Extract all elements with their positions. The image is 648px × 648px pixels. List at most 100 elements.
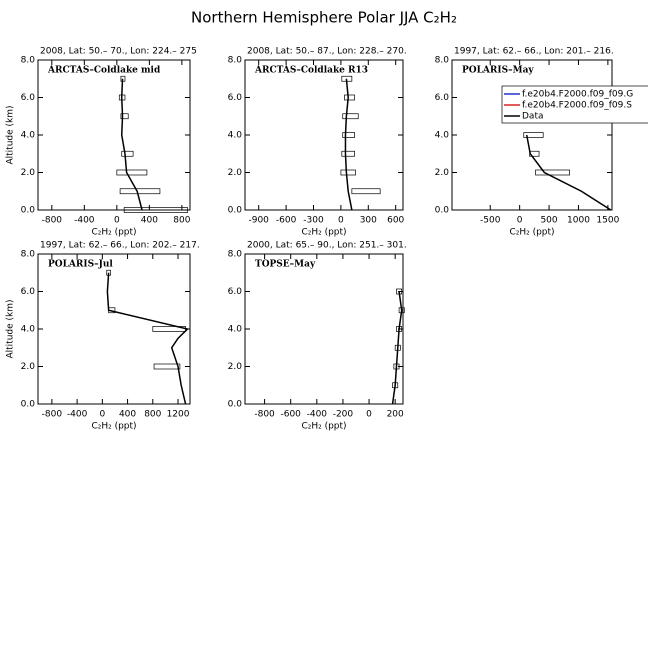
panel-header: 2008, Lat: 50.– 70., Lon: 224.– 275 [40, 47, 197, 57]
x-tick-label: 600 [387, 216, 404, 226]
x-tick-label: -500 [480, 216, 501, 226]
y-tick-label: 4.0 [435, 131, 450, 141]
range-box [116, 169, 148, 176]
data-line [106, 272, 189, 405]
x-tick-label: 800 [144, 410, 161, 420]
y-tick-label: 2.0 [435, 168, 450, 178]
range-box [340, 169, 356, 176]
x-tick-label: 400 [119, 410, 136, 420]
range-box [342, 113, 359, 120]
y-tick-label: 6.0 [228, 287, 243, 297]
figure-title: Northern Hemisphere Polar JJA C₂H₂ [191, 9, 457, 27]
y-tick-label: 6.0 [21, 93, 36, 103]
x-tick-label: -900 [248, 216, 269, 226]
y-tick-label: 4.0 [21, 325, 36, 335]
legend-entry: f.e20b4.F2000.f09_f09.S [522, 101, 632, 111]
x-tick-label: -200 [333, 410, 354, 420]
x-tick-label: 0 [366, 410, 372, 420]
x-tick-label: 1500 [596, 216, 619, 226]
x-axis-label: C₂H₂ (ppt) [301, 228, 346, 238]
x-tick-label: -600 [280, 410, 301, 420]
x-tick-label: -600 [276, 216, 297, 226]
x-tick-label: -400 [74, 216, 95, 226]
x-tick-label: 0 [114, 216, 120, 226]
panel-header: 2008, Lat: 50.– 87., Lon: 228.– 270. [247, 47, 407, 57]
range-box [535, 169, 570, 176]
plot-frame [451, 59, 613, 211]
panel-label: POLARIS–Jul [48, 260, 113, 270]
data-line [525, 134, 612, 211]
y-tick-label: 0.0 [21, 206, 36, 216]
range-box [523, 132, 544, 138]
y-tick-label: 8.0 [228, 250, 243, 260]
range-box [341, 150, 355, 157]
y-tick-label: 4.0 [21, 131, 36, 141]
x-tick-label: 300 [360, 216, 377, 226]
x-axis-label: C₂H₂ (ppt) [91, 228, 136, 238]
legend-entry: f.e20b4.F2000.f09_f09.G [522, 90, 633, 100]
plot-frame [244, 253, 404, 405]
y-tick-label: 8.0 [435, 56, 450, 66]
plot-frame [37, 253, 191, 405]
x-axis-label: C₂H₂ (ppt) [509, 228, 554, 238]
y-tick-label: 2.0 [21, 168, 36, 178]
y-tick-label: 2.0 [228, 168, 243, 178]
range-box [120, 113, 129, 120]
x-tick-label: -300 [303, 216, 324, 226]
y-tick-label: 0.0 [435, 206, 450, 216]
x-tick-label: -800 [42, 410, 63, 420]
y-tick-label: 4.0 [228, 325, 243, 335]
x-tick-label: 800 [173, 216, 190, 226]
y-axis-label: Altitude (km) [6, 105, 16, 164]
y-tick-label: 6.0 [21, 287, 36, 297]
y-tick-label: 2.0 [21, 362, 36, 372]
x-axis-label: C₂H₂ (ppt) [91, 422, 136, 432]
range-box [153, 363, 181, 370]
legend-box [501, 85, 648, 124]
x-tick-label: 400 [141, 216, 158, 226]
plot-frame [244, 59, 404, 211]
y-tick-label: 4.0 [228, 131, 243, 141]
range-box [123, 207, 188, 213]
x-tick-label: -400 [67, 410, 88, 420]
range-box [351, 188, 381, 195]
x-tick-label: 200 [387, 410, 404, 420]
panel-label: TOPSE–May [255, 260, 316, 270]
data-line [120, 78, 143, 211]
x-tick-label: 1000 [567, 216, 590, 226]
panel-header: 1997, Lat: 62.– 66., Lon: 202.– 217. [40, 241, 200, 251]
x-tick-label: -400 [307, 410, 328, 420]
y-tick-label: 0.0 [228, 206, 243, 216]
range-box [344, 94, 355, 101]
x-tick-label: -800 [254, 410, 275, 420]
data-line [391, 291, 403, 405]
y-tick-label: 0.0 [21, 400, 36, 410]
range-box [121, 150, 134, 157]
y-tick-label: 8.0 [21, 56, 36, 66]
panel-label: POLARIS–May [462, 66, 534, 76]
x-tick-label: -800 [42, 216, 63, 226]
panel-header: 2000, Lat: 65.– 90., Lon: 251.– 301. [247, 241, 407, 251]
x-tick-label: 0 [99, 410, 105, 420]
y-axis-label: Altitude (km) [6, 299, 16, 358]
y-tick-label: 6.0 [435, 93, 450, 103]
x-tick-label: 1200 [167, 410, 190, 420]
y-tick-label: 6.0 [228, 93, 243, 103]
x-axis-label: C₂H₂ (ppt) [301, 422, 346, 432]
y-tick-label: 8.0 [21, 250, 36, 260]
y-tick-label: 2.0 [228, 362, 243, 372]
y-tick-label: 8.0 [228, 56, 243, 66]
x-tick-label: 500 [540, 216, 557, 226]
data-line [344, 78, 353, 211]
legend-entry: Data [522, 112, 544, 122]
panel-label: ARCTAS–Coldlake R13 [254, 66, 368, 76]
panel-header: 1997, Lat: 62.– 66., Lon: 201.– 216. [454, 47, 614, 57]
x-tick-label: 0 [338, 216, 344, 226]
plot-frame [37, 59, 191, 211]
panel-label: ARCTAS–Coldlake mid [47, 66, 161, 76]
range-box [342, 132, 355, 138]
x-tick-label: 0 [517, 216, 523, 226]
range-box [119, 188, 161, 195]
y-tick-label: 0.0 [228, 400, 243, 410]
